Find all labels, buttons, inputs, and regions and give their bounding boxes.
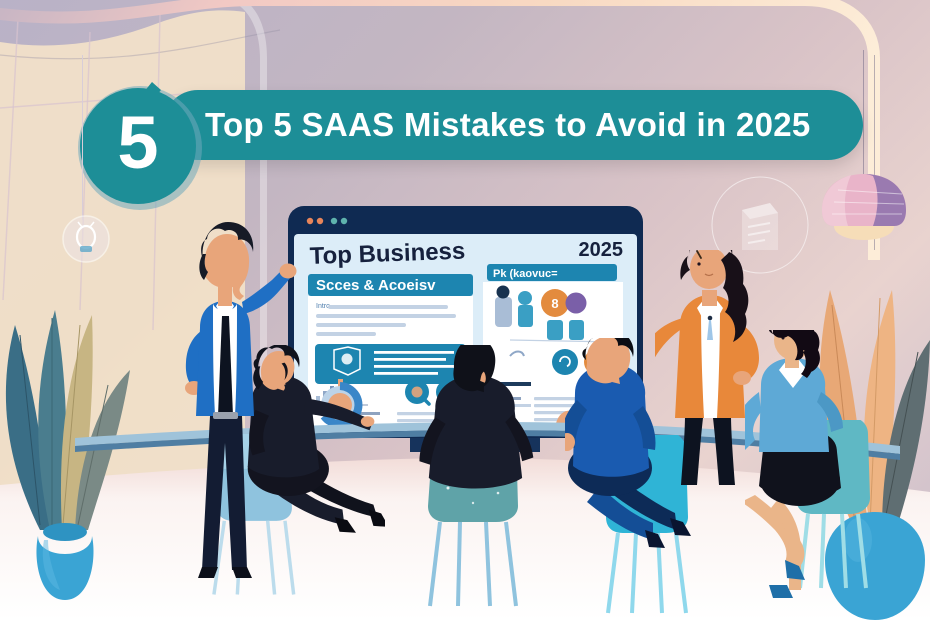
svg-text:5: 5 xyxy=(117,101,158,184)
